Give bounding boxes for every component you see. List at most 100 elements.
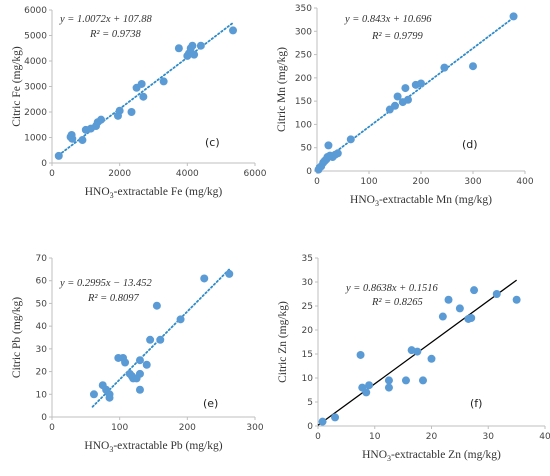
regression-equation: y = 0.843x + 10.696: [344, 14, 432, 25]
data-point: [401, 84, 410, 93]
data-point: [356, 350, 365, 359]
data-point: [135, 369, 144, 378]
y-axis-title: Citric Fe (mg/kg): [11, 46, 23, 127]
x-axis-title: HNO3-extractable Pb (mg/kg): [84, 440, 222, 454]
data-point: [190, 50, 199, 59]
data-point: [331, 413, 340, 422]
data-point: [139, 92, 148, 101]
y-tick-label: 35: [302, 254, 313, 264]
x-axis-title: HNO3-extractable Zn (mg/kg): [362, 449, 501, 463]
y-tick-label: 20: [302, 326, 314, 336]
x-tick-label: 300: [246, 423, 263, 433]
data-point: [188, 41, 197, 50]
x-tick-label: 40: [539, 432, 550, 442]
x-tick-label: 0: [49, 423, 55, 433]
panel-e: 0 100 200 300 0 10 20 30 40 50 60 70 y = 0.2995x − 1…: [11, 254, 264, 454]
data-point: [438, 312, 447, 321]
data-point: [362, 388, 371, 397]
y-tick-label: 4000: [24, 57, 47, 67]
y-tick-label: 15: [302, 350, 313, 360]
y-tick-label: 30: [36, 345, 48, 355]
data-point: [401, 376, 410, 385]
data-point: [54, 151, 63, 160]
x-tick-label: 300: [464, 177, 481, 187]
data-point: [509, 12, 518, 21]
panel-label: (d): [462, 138, 478, 151]
y-tick-label: 100: [295, 120, 312, 130]
data-point: [440, 63, 449, 72]
data-point: [89, 390, 98, 399]
data-point: [469, 62, 477, 71]
data-point: [97, 115, 106, 124]
y-tick-label: 250: [295, 51, 312, 61]
x-tick-label: 2000: [108, 169, 131, 179]
data-point: [384, 383, 393, 392]
y-axis-title: Citric Zn (mg/kg): [277, 301, 289, 383]
y-tick-label: 150: [295, 97, 312, 107]
x-tick-label: 200: [179, 423, 196, 433]
y-tick-label: 40: [36, 322, 48, 332]
y-tick-label: 6000: [24, 6, 47, 16]
data-point: [159, 77, 168, 86]
y-tick-label: 50: [301, 144, 313, 154]
panel-label: (f): [470, 397, 482, 410]
regression-equation: y = 1.0072x + 107.88: [59, 14, 152, 25]
x-tick-label: 0: [314, 177, 320, 187]
data-point: [470, 286, 479, 295]
x-tick-label: 10: [369, 432, 381, 442]
x-tick-label: 30: [483, 432, 495, 442]
y-tick-label: 10: [302, 374, 314, 384]
data-point: [404, 95, 412, 104]
x-tick-label: 100: [111, 423, 128, 433]
x-tick-label: 6000: [244, 169, 267, 179]
data-point: [467, 314, 476, 322]
data-point: [196, 41, 205, 50]
data-point: [137, 79, 146, 88]
data-point: [78, 136, 87, 145]
y-tick-label: 50: [36, 299, 48, 309]
x-tick-label: 400: [516, 177, 533, 187]
data-point: [318, 417, 327, 426]
data-point: [365, 381, 374, 390]
x-tick-label: 0: [315, 432, 321, 442]
regression-equation: y = 0.8638x + 0.1516: [345, 283, 438, 294]
data-point: [384, 376, 393, 385]
y-tick-label: 2000: [24, 108, 47, 118]
y-tick-label: 0: [41, 413, 47, 423]
data-point: [324, 141, 333, 150]
data-point: [444, 295, 453, 304]
y-tick-label: 0: [307, 422, 313, 432]
data-point: [229, 26, 238, 35]
panel-c: 0 2000 4000 6000 0 1000 2000 3000 4000 5000 6000 y …: [11, 6, 267, 200]
y-tick-label: 20: [36, 368, 48, 378]
data-point: [200, 274, 209, 283]
y-axis-title: Citric Pb (mg/kg): [11, 297, 23, 378]
data-point: [427, 354, 436, 363]
data-point: [142, 360, 151, 369]
r-squared-label: R² = 0.9738: [89, 29, 142, 40]
x-tick-label: 200: [412, 177, 429, 187]
y-tick-label: 3000: [24, 83, 47, 93]
y-tick-label: 5000: [24, 32, 47, 42]
data-point: [391, 101, 399, 110]
data-point: [512, 295, 521, 304]
x-tick-label: 100: [360, 177, 377, 187]
data-point: [417, 79, 425, 88]
equation-box: [56, 11, 188, 42]
y-tick-label: 1000: [24, 134, 47, 144]
r-squared-label: R² = 0.9799: [371, 31, 424, 42]
y-tick-label: 0: [41, 159, 47, 169]
y-tick-label: 0: [306, 167, 312, 177]
data-point: [346, 135, 355, 144]
data-point: [393, 92, 402, 101]
x-axis-title: HNO3-extractable Fe (mg/kg): [85, 186, 223, 200]
x-tick-label: 4000: [176, 169, 199, 179]
data-point: [156, 335, 165, 344]
data-point: [135, 356, 144, 365]
y-tick-label: 200: [295, 74, 312, 84]
data-point: [105, 393, 114, 402]
x-tick-label: 20: [426, 432, 438, 442]
data-point: [135, 385, 144, 394]
data-point: [333, 149, 342, 158]
